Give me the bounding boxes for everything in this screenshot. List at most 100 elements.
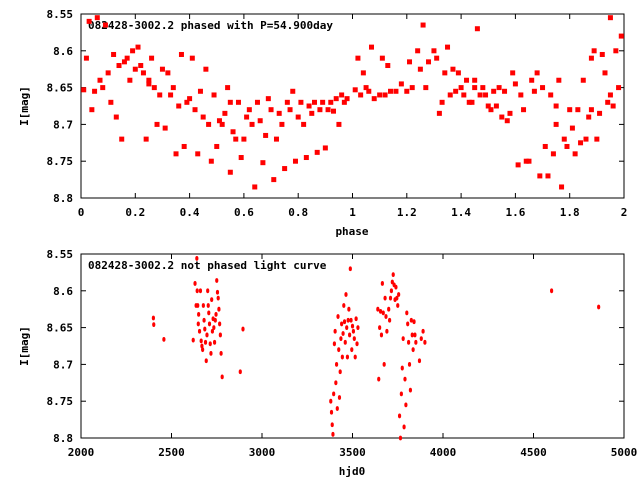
data-point — [311, 99, 317, 105]
data-point — [369, 44, 375, 50]
data-point — [376, 306, 380, 312]
data-point — [355, 55, 361, 61]
data-point — [597, 110, 603, 116]
data-point — [553, 103, 559, 109]
data-point — [233, 136, 239, 142]
data-point — [420, 22, 426, 28]
data-point — [537, 173, 543, 179]
data-point — [230, 129, 236, 135]
data-point — [206, 121, 212, 127]
data-point — [588, 107, 594, 113]
data-point — [215, 278, 219, 283]
data-point — [83, 55, 89, 61]
data-point — [282, 166, 288, 172]
y-tick-label: 8.55 — [47, 248, 74, 261]
data-point — [257, 118, 263, 124]
data-point — [351, 328, 356, 334]
x-tick-label: 4000 — [430, 446, 457, 459]
data-point — [426, 59, 432, 65]
data-point — [409, 317, 413, 323]
data-point — [157, 92, 163, 98]
data-point — [502, 88, 508, 94]
data-point — [198, 288, 203, 294]
data-point — [159, 66, 165, 72]
y-tick-label: 8.75 — [47, 395, 74, 408]
data-point — [350, 323, 355, 329]
x-tick-label: 0 — [78, 206, 85, 219]
data-point — [384, 314, 388, 319]
data-point — [559, 184, 565, 190]
data-point — [165, 70, 171, 76]
data-point — [545, 173, 551, 179]
data-point — [212, 325, 216, 330]
data-point — [607, 15, 613, 21]
x-tick-label: 4500 — [520, 446, 547, 459]
data-point — [173, 151, 179, 157]
data-point — [218, 332, 222, 338]
data-point — [189, 55, 195, 61]
data-point — [151, 315, 155, 321]
data-point — [349, 317, 353, 323]
data-point — [197, 328, 202, 334]
data-point — [207, 321, 212, 327]
x-tick-label: 2500 — [158, 446, 185, 459]
data-point — [398, 435, 403, 441]
data-point — [345, 354, 350, 360]
data-point — [265, 96, 271, 102]
data-point — [569, 125, 575, 131]
data-point — [350, 347, 354, 353]
data-point — [605, 99, 611, 105]
data-point — [219, 350, 223, 356]
data-point — [329, 409, 334, 415]
y-tick-label: 8.7 — [53, 358, 73, 371]
data-point — [205, 332, 209, 338]
data-point — [204, 358, 208, 364]
data-point — [330, 108, 336, 114]
data-point — [377, 92, 383, 98]
data-point — [339, 92, 345, 98]
y-tick-label: 8.55 — [47, 8, 74, 21]
data-point — [399, 391, 403, 397]
data-point — [472, 85, 478, 91]
chart-title: 082428-3002.2 phased with P=54.900day — [88, 19, 333, 32]
data-point — [292, 158, 298, 164]
y-tick-label: 8.8 — [53, 432, 73, 445]
data-point — [485, 103, 491, 109]
data-point — [317, 107, 323, 113]
data-point — [119, 136, 125, 142]
x-tick-label: 0.6 — [234, 206, 254, 219]
data-point — [397, 413, 402, 419]
data-point — [521, 107, 527, 113]
data-point — [388, 88, 394, 94]
data-point — [303, 155, 309, 161]
data-point — [211, 92, 217, 98]
data-point — [336, 314, 340, 319]
data-point — [306, 103, 312, 109]
data-point — [212, 339, 217, 345]
data-point — [488, 107, 494, 113]
data-point — [346, 317, 350, 323]
data-point — [135, 44, 141, 50]
data-point — [154, 121, 160, 127]
data-point — [344, 292, 348, 297]
y-tick-label: 8.65 — [47, 322, 74, 335]
data-point — [409, 85, 415, 91]
data-point — [504, 118, 510, 124]
data-point — [249, 121, 255, 127]
data-point — [162, 336, 166, 342]
data-point — [616, 85, 622, 91]
data-point — [196, 321, 200, 327]
data-point — [389, 288, 394, 294]
data-point — [176, 103, 182, 109]
data-point — [343, 339, 347, 345]
data-point — [455, 70, 461, 76]
plot-frame — [80, 13, 625, 199]
data-point — [170, 85, 176, 91]
data-point — [360, 70, 366, 76]
data-point — [493, 103, 499, 109]
data-point — [342, 303, 346, 308]
data-point — [329, 398, 333, 404]
x-tick-label: 0.4 — [180, 206, 200, 219]
data-point — [333, 96, 339, 102]
